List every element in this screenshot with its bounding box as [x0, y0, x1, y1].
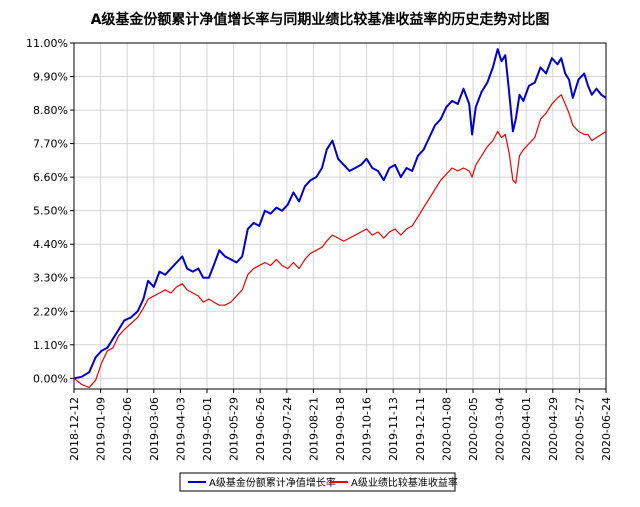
y-tick-label: 6.60% — [33, 171, 68, 184]
x-tick-label: 2020-05-27 — [573, 397, 586, 461]
x-tick-label: 2020-04-29 — [547, 397, 560, 461]
x-tick-label: 2018-12-12 — [68, 397, 81, 461]
series-lines — [73, 48, 607, 389]
x-tick-label: 2019-12-11 — [414, 397, 427, 461]
x-tick-label: 2019-07-24 — [281, 397, 294, 461]
y-tick-label: 11.00% — [26, 37, 68, 50]
x-tick-label: 2019-06-26 — [254, 397, 267, 461]
y-tick-label: 2.20% — [33, 305, 68, 318]
chart-title: A级基金份额累计净值增长率与同期业绩比较基准收益率的历史走势对比图 — [91, 11, 550, 28]
x-tick-label: 2019-05-01 — [201, 397, 214, 461]
x-tick-label: 2020-03-04 — [494, 397, 507, 461]
x-tick-label: 2019-10-16 — [361, 397, 374, 461]
y-tick-label: 0.00% — [33, 372, 68, 385]
x-tick-label: 2019-04-03 — [174, 397, 187, 461]
legend: A级基金份额累计净值增长率 A级业绩比较基准收益率 — [179, 472, 458, 492]
y-tick-label: 3.30% — [33, 272, 68, 285]
x-tick-label: 2019-11-13 — [387, 397, 400, 461]
x-tick-label: 2020-06-24 — [600, 397, 613, 461]
x-tick-label: 2019-01-09 — [95, 397, 108, 461]
x-tick-label: 2020-01-08 — [440, 397, 453, 461]
y-tick-label: 5.50% — [33, 205, 68, 218]
legend-label-fund: A级基金份额累计净值增长率 — [209, 476, 336, 489]
y-tick-label: 4.40% — [33, 238, 68, 251]
x-tick-label: 2019-05-29 — [228, 397, 241, 461]
series-line-benchmark-return — [73, 94, 607, 389]
x-tick-label: 2019-02-06 — [121, 397, 134, 461]
legend-label-benchmark: A级业绩比较基准收益率 — [351, 476, 458, 489]
legend-box — [179, 472, 456, 492]
x-tick-label: 2020-04-01 — [520, 397, 533, 461]
y-tick-label: 8.80% — [33, 104, 68, 117]
y-tick-label: 7.70% — [33, 138, 68, 151]
axes: 11.00% 9.90% 8.80% 7.70% 6.60% 5.50% 4.40% 3.30… — [26, 37, 613, 461]
x-tick-label: 2019-03-06 — [148, 397, 161, 461]
x-tick-label: 2019-09-18 — [334, 397, 347, 461]
y-tick-label: 9.90% — [33, 71, 68, 84]
plot-frame — [73, 42, 607, 390]
y-tick-label: 1.10% — [33, 339, 68, 352]
x-tick-label: 2020-02-05 — [467, 397, 480, 461]
x-tick-label: 2019-08-21 — [307, 397, 320, 461]
series-line-fund-nav-growth — [73, 48, 607, 380]
